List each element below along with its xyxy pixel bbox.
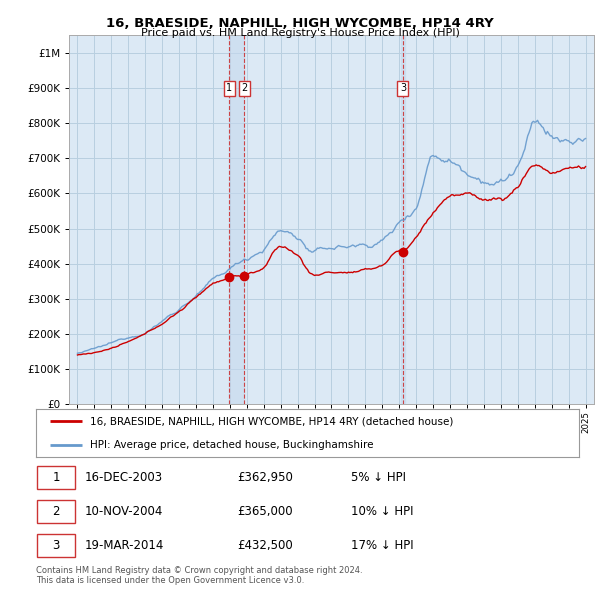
Text: 16, BRAESIDE, NAPHILL, HIGH WYCOMBE, HP14 4RY: 16, BRAESIDE, NAPHILL, HIGH WYCOMBE, HP1… <box>106 17 494 30</box>
FancyBboxPatch shape <box>37 535 75 557</box>
Text: £365,000: £365,000 <box>237 505 293 518</box>
Bar <box>229 35 244 404</box>
Text: 16, BRAESIDE, NAPHILL, HIGH WYCOMBE, HP14 4RY (detached house): 16, BRAESIDE, NAPHILL, HIGH WYCOMBE, HP1… <box>91 417 454 427</box>
Text: 10% ↓ HPI: 10% ↓ HPI <box>351 505 413 518</box>
Text: 1: 1 <box>226 83 232 93</box>
Text: Contains HM Land Registry data © Crown copyright and database right 2024.
This d: Contains HM Land Registry data © Crown c… <box>36 566 362 585</box>
FancyBboxPatch shape <box>37 500 75 523</box>
Text: 2: 2 <box>241 83 248 93</box>
Text: 1: 1 <box>52 471 60 484</box>
Text: Price paid vs. HM Land Registry's House Price Index (HPI): Price paid vs. HM Land Registry's House … <box>140 28 460 38</box>
Text: 2: 2 <box>52 505 60 518</box>
Text: 3: 3 <box>52 539 60 552</box>
Text: 3: 3 <box>400 83 406 93</box>
Text: 10-NOV-2004: 10-NOV-2004 <box>85 505 163 518</box>
Text: 17% ↓ HPI: 17% ↓ HPI <box>351 539 413 552</box>
FancyBboxPatch shape <box>37 466 75 489</box>
Text: £362,950: £362,950 <box>237 471 293 484</box>
Text: 16-DEC-2003: 16-DEC-2003 <box>85 471 163 484</box>
Text: £432,500: £432,500 <box>237 539 293 552</box>
Text: 5% ↓ HPI: 5% ↓ HPI <box>351 471 406 484</box>
Text: 19-MAR-2014: 19-MAR-2014 <box>85 539 164 552</box>
Text: HPI: Average price, detached house, Buckinghamshire: HPI: Average price, detached house, Buck… <box>91 440 374 450</box>
Bar <box>401 35 405 404</box>
